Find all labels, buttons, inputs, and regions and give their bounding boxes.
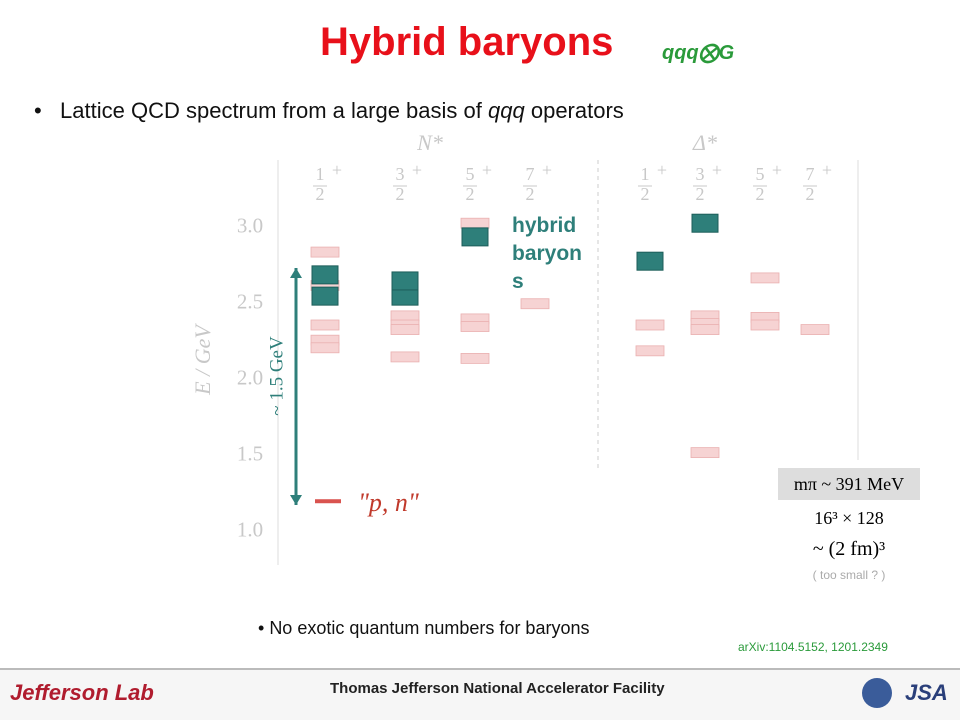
level [460,321,490,332]
level [310,319,340,331]
column-parity: + [657,160,667,180]
jsa-logo: JSA [905,680,948,705]
level [310,246,340,258]
column-den: 2 [806,184,815,204]
level [800,324,830,335]
arrow-head [290,268,302,278]
bullet-text: Lattice QCD spectrum from a large basis … [60,98,482,123]
column-den: 2 [696,184,705,204]
size: ~ (2 fm)³ [812,538,886,560]
level [635,319,665,331]
level [690,324,720,335]
column-num: 1 [316,164,325,184]
footer [0,668,960,720]
column-parity: + [542,160,552,180]
column-num: 5 [466,164,475,184]
column-den: 2 [526,184,535,204]
y-tick-label: 2.5 [237,290,263,314]
hybrid-level [636,251,664,271]
facility: Thomas Jefferson National Accelerator Fa… [330,680,665,697]
bullet2-text: No exotic quantum numbers for baryons [269,618,590,638]
level [390,351,420,363]
arrow-head [290,495,302,505]
level [390,310,420,322]
level [750,319,780,331]
level [460,353,490,364]
mpi-box: mπ ~ 391 MeV [778,468,920,500]
hybrid-level [461,227,489,247]
y-tick-label: 1.0 [237,517,263,541]
note: ( too small ? ) [812,568,886,582]
level [520,298,550,310]
column-num: 3 [696,164,705,184]
hybrid-level [311,265,339,285]
level [635,345,665,357]
y-label: E / GeV [190,323,215,396]
y-tick-label: 3.0 [237,214,263,238]
hybrid-level [311,286,339,306]
bullet-em: qqq [488,98,525,123]
group-label: N* [416,130,443,155]
column-parity: + [332,160,342,180]
column-den: 2 [316,184,325,204]
nucleon-level [315,499,341,504]
bullet: • Lattice QCD spectrum from a large basi… [34,98,624,123]
doe-logo [862,678,892,708]
column-parity: + [772,160,782,180]
subtitle: qqq⨂G [662,42,735,64]
column-den: 2 [756,184,765,204]
column-num: 5 [756,164,765,184]
level [750,272,780,284]
gap-label: ~ 1.5 GeV [266,336,287,416]
y-tick-label: 2.0 [237,366,263,390]
column-parity: + [412,160,422,180]
column-num: 3 [396,164,405,184]
column-parity: + [482,160,492,180]
hybrid-label: hybrid baryons [512,214,583,293]
column-parity: + [712,160,722,180]
level [390,324,420,335]
column-num: 1 [641,164,650,184]
volume: 16³ × 128 [814,508,884,528]
column-num: 7 [806,164,815,184]
level [690,447,720,459]
column-parity: + [822,160,832,180]
group-label: Δ* [692,130,717,155]
hybrid-level [391,271,419,291]
column-den: 2 [641,184,650,204]
hybrid-level [691,213,719,233]
bullet-text: operators [530,98,624,123]
column-den: 2 [466,184,475,204]
reference: arXiv:1104.5152, 1201.2349 [738,640,888,654]
nucleon-label: "p, n" [358,488,419,517]
bullet2: • No exotic quantum numbers for baryons [258,618,590,638]
lab-logo: Jefferson Lab [10,680,154,705]
column-num: 7 [526,164,535,184]
level [310,342,340,354]
level [460,217,490,229]
y-tick-label: 1.5 [237,441,263,465]
column-den: 2 [396,184,405,204]
title: Hybrid baryons [320,20,614,64]
